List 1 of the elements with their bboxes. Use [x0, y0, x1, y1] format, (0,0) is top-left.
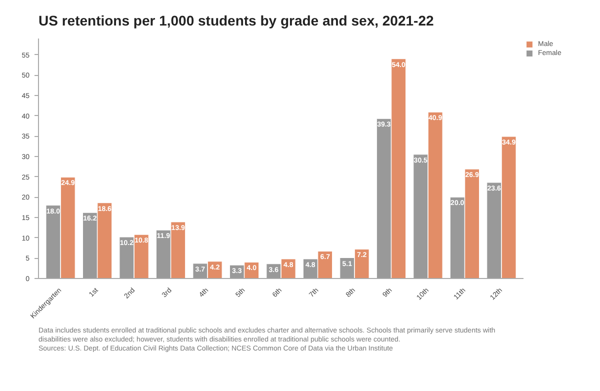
chart-title: US retentions per 1,000 students by grade and sex, 2021-22 [38, 12, 434, 28]
